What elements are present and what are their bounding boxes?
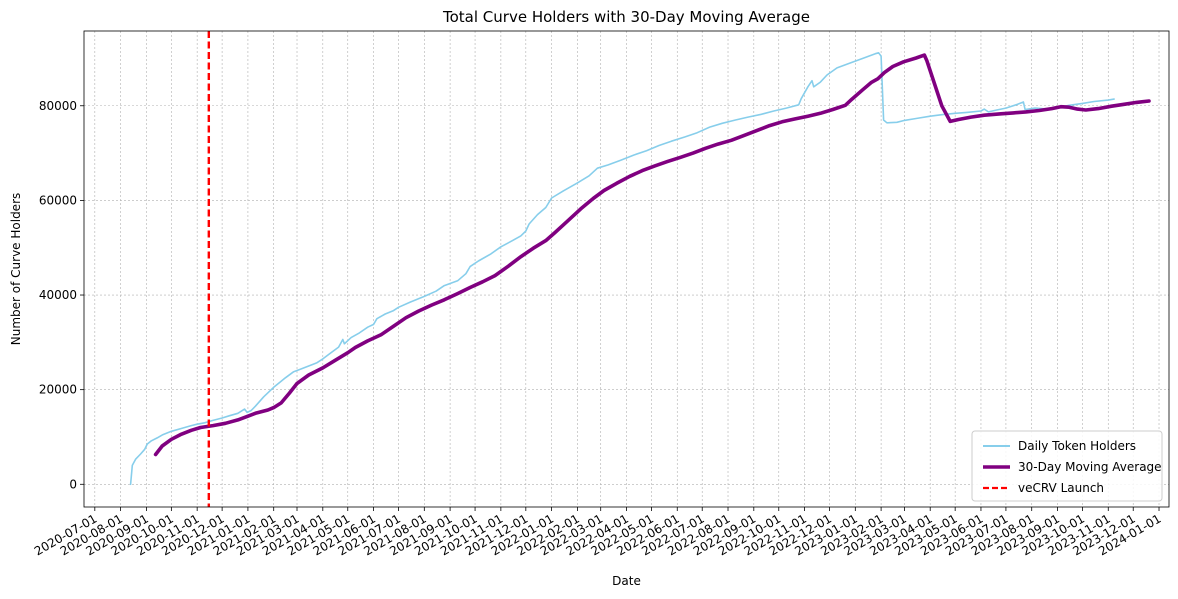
y-tick-label: 20000 <box>39 383 77 397</box>
y-tick-label: 40000 <box>39 288 77 302</box>
legend[interactable]: Daily Token Holders 30-Day Moving Averag… <box>971 430 1163 502</box>
x-axis-label: Date <box>612 574 641 588</box>
series-line-30-day-moving-average <box>153 53 1151 457</box>
y-axis-label: Number of Curve Holders <box>9 193 23 346</box>
series-layer <box>129 31 1151 507</box>
y-tick-label: 80000 <box>39 99 77 113</box>
legend-label-moving-average: 30-Day Moving Average <box>1018 460 1162 474</box>
legend-label-daily-token-holders: Daily Token Holders <box>1018 439 1136 453</box>
grid <box>84 31 1169 507</box>
legend-label-vecrv-launch: veCRV Launch <box>1018 481 1104 495</box>
y-tick-label: 0 <box>69 477 77 491</box>
series-line-daily-token-holders <box>129 51 1115 486</box>
chart-title: Total Curve Holders with 30-Day Moving A… <box>442 8 810 26</box>
legend-frame <box>971 430 1163 502</box>
x-axis: 2020-07-012020-08-012020-09-012020-10-01… <box>32 507 1164 558</box>
y-axis: 0 20000 40000 60000 80000 <box>39 99 84 491</box>
y-tick-label: 60000 <box>39 193 77 207</box>
